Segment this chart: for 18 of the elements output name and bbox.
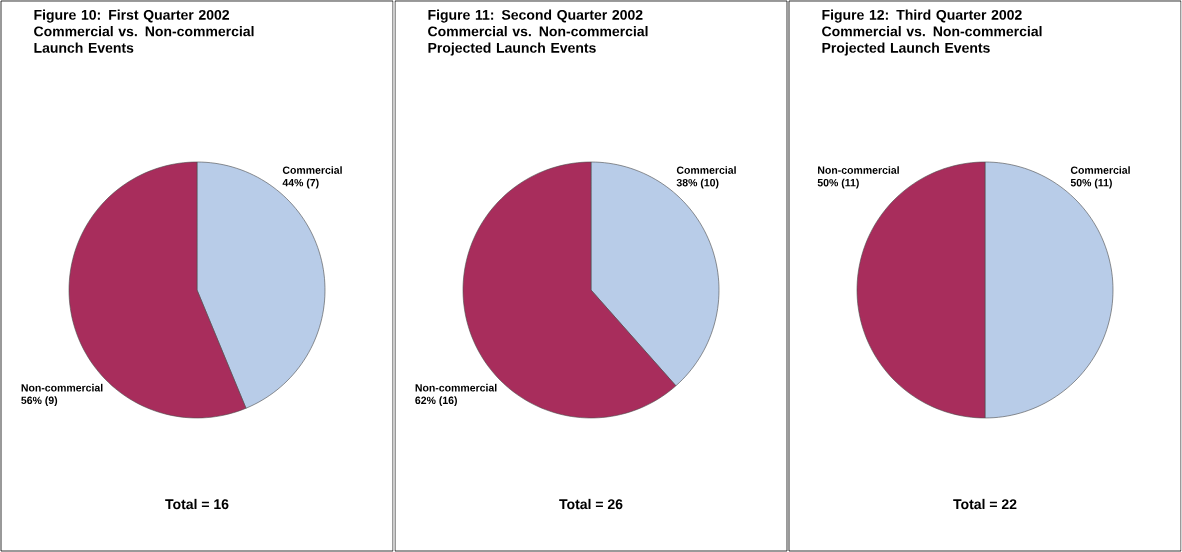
data-label: 62% (16) <box>415 396 457 407</box>
slice-label: Commercial <box>282 166 342 174</box>
chart-title: Figure 12: Third Quarter 2002 Commercial vs. Non-commercial Projected Launch Events <box>822 9 1042 56</box>
text: Total = 16 <box>165 498 229 510</box>
slice-label: Non-commercial <box>818 166 899 174</box>
slice-label: Non-commercial <box>21 383 103 392</box>
slice-label: Commercial <box>676 166 736 174</box>
slice-label: Non-commercial <box>415 383 497 392</box>
data-label: 56% (9) <box>21 396 58 407</box>
text: Total = 26 <box>559 498 623 510</box>
data-label: 44% (7) <box>282 178 319 189</box>
data-label: 50% (11) <box>817 178 859 189</box>
chart-title: Figure 10: First Quarter 2002 Commercial vs. Non-commercial Launch Events <box>34 9 254 53</box>
data-label: 50% (11) <box>1070 178 1112 189</box>
chart-title: Figure 11: Second Quarter 2002 Commercial vs. Non-commercial Projected Launch Events <box>428 9 648 56</box>
data-label: 38% (10) <box>676 178 719 189</box>
slice-label: Commercial <box>1070 166 1130 174</box>
text: Total = 22 <box>953 498 1017 510</box>
